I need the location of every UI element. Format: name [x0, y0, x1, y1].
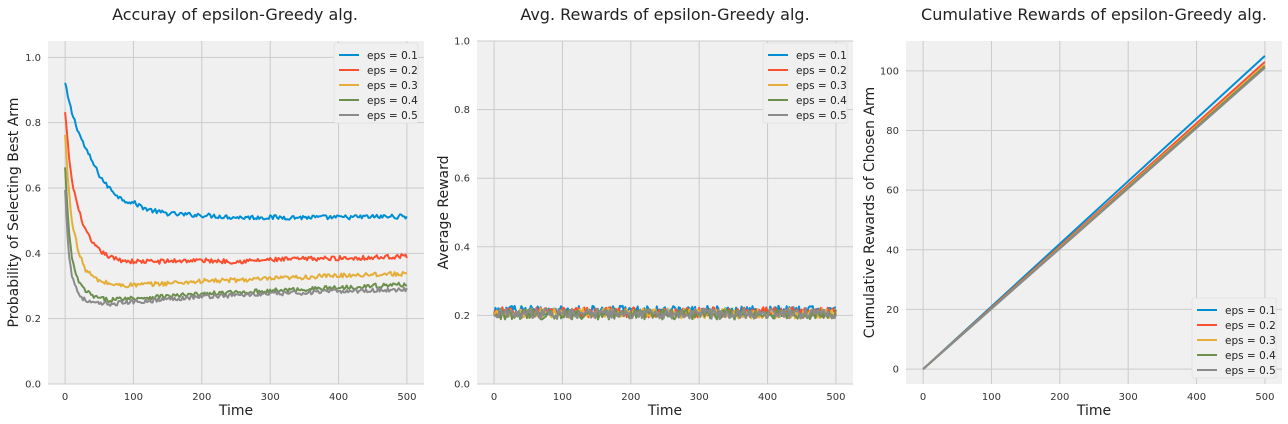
series-line-eps-0-2 — [64, 112, 408, 265]
x-tick-label: 200 — [621, 392, 640, 403]
x-tick-label: 0 — [491, 392, 497, 403]
chart-title: Cumulative Rewards of epsilon-Greedy alg… — [921, 5, 1267, 24]
y-tick-label: 1.0 — [25, 53, 41, 64]
y-tick-label: 40 — [886, 245, 899, 256]
legend-box — [762, 42, 848, 124]
x-tick-label: 300 — [261, 392, 280, 403]
y-tick-label: 80 — [886, 126, 899, 137]
legend-box — [1191, 297, 1277, 379]
x-tick-label: 0 — [920, 392, 926, 403]
y-tick-label: 60 — [886, 186, 899, 197]
x-tick-label: 200 — [1050, 392, 1069, 403]
y-axis-label: Average Reward — [436, 155, 452, 269]
legend-box — [333, 42, 419, 124]
legend: eps = 0.1 eps = 0.2 eps = 0.3 eps = 0.4 eps … — [762, 42, 848, 124]
x-tick-label: 100 — [553, 392, 572, 403]
x-tick-label: 400 — [1187, 392, 1206, 403]
chart-title: Accuray of epsilon-Greedy alg. — [112, 5, 358, 24]
x-tick-label: 500 — [1255, 392, 1274, 403]
y-tick-label: 0.0 — [454, 380, 470, 391]
legend-label: eps = 0.2 — [1225, 320, 1276, 332]
x-tick-label: 100 — [982, 392, 1001, 403]
y-tick-label: 0.2 — [454, 311, 470, 322]
x-tick-label: 400 — [329, 392, 348, 403]
legend: eps = 0.1 eps = 0.2 eps = 0.3 eps = 0.4 eps … — [1191, 297, 1277, 379]
y-tick-label: 0.2 — [25, 314, 41, 325]
legend-label: eps = 0.1 — [1225, 305, 1276, 317]
x-tick-label: 500 — [826, 392, 845, 403]
chart-panel-2: 0 100 200 300 400 500 0.0 0.2 0.4 0.6 0.8 1.0 Avg. R… — [436, 5, 853, 419]
y-axis-label: Probability of Selecting Best Arm — [6, 98, 22, 328]
legend-label: eps = 0.4 — [1225, 350, 1276, 362]
legend-label: eps = 0.3 — [367, 80, 418, 92]
x-axis-label: Time — [218, 403, 253, 419]
y-tick-label: 0.6 — [454, 174, 470, 185]
y-tick-label: 100 — [880, 66, 899, 77]
legend-label: eps = 0.3 — [796, 80, 847, 92]
y-tick-label: 0.0 — [25, 380, 41, 391]
x-tick-label: 100 — [124, 392, 143, 403]
series-line-eps-0-5 — [922, 67, 1266, 370]
series-line-eps-0-3 — [64, 134, 408, 289]
x-axis-label: Time — [1076, 403, 1111, 419]
chart-title: Avg. Rewards of epsilon-Greedy alg. — [520, 5, 809, 24]
series-line-eps-0-5 — [64, 189, 408, 307]
legend-label: eps = 0.1 — [796, 50, 847, 62]
legend-label: eps = 0.3 — [1225, 335, 1276, 347]
y-tick-label: 0 — [893, 365, 899, 376]
legend-label: eps = 0.2 — [796, 65, 847, 77]
legend-label: eps = 0.5 — [367, 110, 418, 122]
legend: eps = 0.1 eps = 0.2 eps = 0.3 eps = 0.4 eps … — [333, 42, 419, 124]
legend-label: eps = 0.1 — [367, 50, 418, 62]
x-axis-label: Time — [647, 403, 682, 419]
legend-label: eps = 0.4 — [796, 95, 847, 107]
x-tick-label: 400 — [758, 392, 777, 403]
y-tick-label: 0.6 — [25, 184, 41, 195]
series-line-eps-0-4 — [64, 167, 408, 303]
y-tick-label: 0.4 — [454, 242, 470, 253]
series-line-eps-0-1 — [64, 82, 408, 221]
chart-panel-1: 0 100 200 300 400 500 0.0 0.2 0.4 0.6 0.8 1.0 Accura… — [6, 5, 424, 419]
y-tick-label: 0.8 — [454, 105, 470, 116]
legend-label: eps = 0.5 — [796, 110, 847, 122]
series-line-eps-0-5 — [493, 307, 837, 320]
y-tick-label: 0.4 — [25, 249, 41, 260]
x-tick-label: 300 — [1119, 392, 1138, 403]
x-tick-label: 500 — [397, 392, 416, 403]
legend-label: eps = 0.2 — [367, 65, 418, 77]
legend-label: eps = 0.5 — [1225, 365, 1276, 377]
x-tick-label: 300 — [690, 392, 709, 403]
y-tick-label: 1.0 — [454, 37, 470, 48]
y-tick-label: 20 — [886, 305, 899, 316]
legend-label: eps = 0.4 — [367, 95, 418, 107]
x-tick-label: 200 — [192, 392, 211, 403]
y-axis-label: Cumulative Rewards of Chosen Arm — [862, 87, 878, 338]
x-tick-label: 0 — [62, 392, 68, 403]
y-tick-label: 0.8 — [25, 118, 41, 129]
